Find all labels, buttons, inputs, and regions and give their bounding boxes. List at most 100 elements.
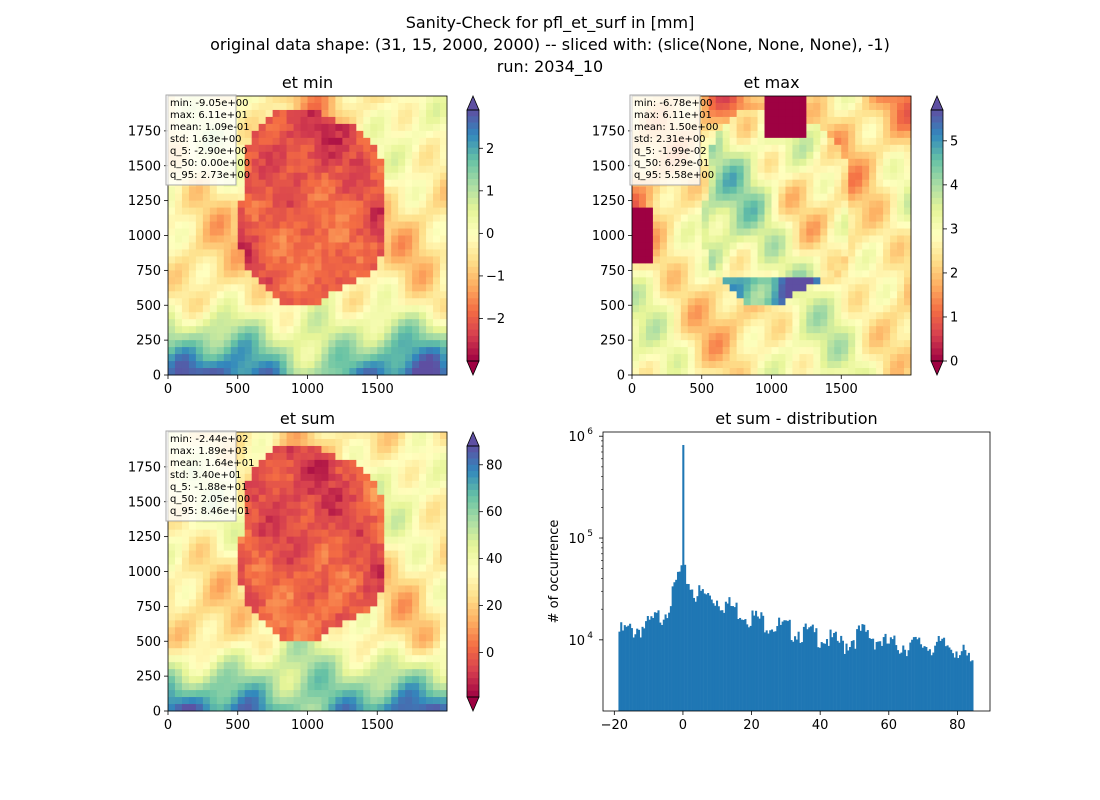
x-tick-label: 500 <box>689 382 714 397</box>
histogram-bar <box>778 617 781 711</box>
histogram-bar <box>861 624 864 711</box>
histogram-bar <box>652 617 655 711</box>
histogram-bar <box>737 619 740 711</box>
histogram-bar <box>953 657 956 711</box>
colorbar-segment <box>467 489 479 497</box>
x-tick-label: 1500 <box>361 718 394 733</box>
stats-line: std: 1.63e+00 <box>170 134 242 145</box>
histogram-bar <box>707 593 710 711</box>
histogram-bar <box>785 620 788 711</box>
colorbar-segment <box>467 229 479 236</box>
colorbar-segment <box>467 110 479 117</box>
histogram-bar <box>825 639 829 711</box>
histogram-bar <box>788 619 791 711</box>
histogram-bar <box>756 616 759 711</box>
histogram-bar <box>721 610 724 711</box>
colorbar-segment <box>467 471 479 478</box>
histogram-bar <box>895 645 898 711</box>
colorbar-segment <box>931 348 943 356</box>
histogram-bar <box>841 640 844 711</box>
histogram-bar <box>804 623 807 711</box>
histogram-bar <box>758 618 761 711</box>
y-tick-label: 750 <box>136 600 161 615</box>
histogram-bar <box>857 625 860 711</box>
histogram-bar <box>760 612 763 711</box>
colorbar-segment <box>467 565 479 572</box>
colorbar-segment <box>931 241 943 249</box>
histogram-bar <box>873 649 876 711</box>
x-tick-label: 40 <box>812 718 829 733</box>
histogram-bar <box>763 632 766 711</box>
histogram-bar <box>676 571 680 711</box>
histogram-bar <box>723 612 726 711</box>
stats-line: mean: 1.64e+01 <box>170 458 254 469</box>
histogram-bar <box>621 630 625 711</box>
colorbar-tick-label: 0 <box>486 227 494 242</box>
colorbar-segment <box>467 285 479 293</box>
colorbar-segment <box>467 172 479 180</box>
histogram-bar <box>708 595 711 711</box>
histogram-bar <box>694 601 697 711</box>
colorbar-segment <box>467 615 479 623</box>
histogram-bar <box>643 628 646 711</box>
colorbar-segment <box>467 335 479 343</box>
histogram-bar <box>937 636 940 711</box>
histogram-bar <box>650 616 653 711</box>
histogram-bar <box>801 642 804 711</box>
histogram-bar <box>891 639 894 711</box>
histogram-bar <box>698 585 701 711</box>
colorbar-segment <box>467 204 479 211</box>
colorbar-tick-label: 2 <box>950 266 958 281</box>
stats-box-background <box>165 94 237 186</box>
colorbar-segment <box>467 273 479 280</box>
colorbar-segment <box>467 521 479 528</box>
colorbar-segment <box>467 216 479 224</box>
histogram-bar <box>923 646 926 711</box>
stats-line: std: 2.31e+00 <box>634 134 706 145</box>
histogram-bar <box>948 647 951 711</box>
y-tick-label: 1000 <box>128 565 161 580</box>
x-tick-label: 0 <box>164 382 172 397</box>
histogram-bar <box>678 571 681 711</box>
histogram-bar <box>639 637 642 711</box>
y-tick-label: 750 <box>136 264 161 279</box>
colorbar-segment <box>467 185 479 192</box>
colorbar-segment <box>931 128 943 136</box>
histogram-bar <box>730 606 733 711</box>
histogram-bar <box>765 630 768 711</box>
histogram-bar <box>907 650 910 711</box>
stats-line: q_5: -1.99e-02 <box>634 146 707 157</box>
colorbar-segment <box>931 210 943 218</box>
colorbar-tick-label: −1 <box>486 269 505 284</box>
colorbar-segment <box>467 329 479 337</box>
colorbar-segment <box>931 323 943 331</box>
colorbar-segment <box>931 273 943 280</box>
colorbar: 0 1 2 3 4 5 <box>930 94 958 377</box>
y-tick-label-exponent: 4 <box>587 631 593 641</box>
histogram-bar <box>912 637 915 711</box>
colorbar-segment <box>467 584 479 591</box>
colorbar-segment <box>467 260 479 268</box>
histogram-bar <box>637 629 641 711</box>
histogram-bar <box>669 606 672 711</box>
colorbar-segment <box>931 216 943 224</box>
histogram-bar <box>822 643 825 711</box>
colorbar-segment <box>931 335 943 343</box>
stats-line: min: -2.44e+02 <box>170 434 249 445</box>
colorbar-tick-label: 2 <box>486 142 494 157</box>
histogram-bar <box>797 631 800 711</box>
histogram-bar <box>902 645 905 711</box>
colorbar-segment <box>467 197 479 205</box>
histogram-bar <box>810 626 813 711</box>
colorbar-segment <box>467 590 479 598</box>
colorbar-segment <box>931 285 943 293</box>
histogram-bar <box>815 628 818 711</box>
colorbar-tick-label: 3 <box>950 222 958 237</box>
colorbar-tick-label: 80 <box>486 458 503 473</box>
histogram-bar <box>755 610 758 711</box>
colorbar-extend-max <box>466 430 480 447</box>
colorbar-segment <box>467 653 479 660</box>
